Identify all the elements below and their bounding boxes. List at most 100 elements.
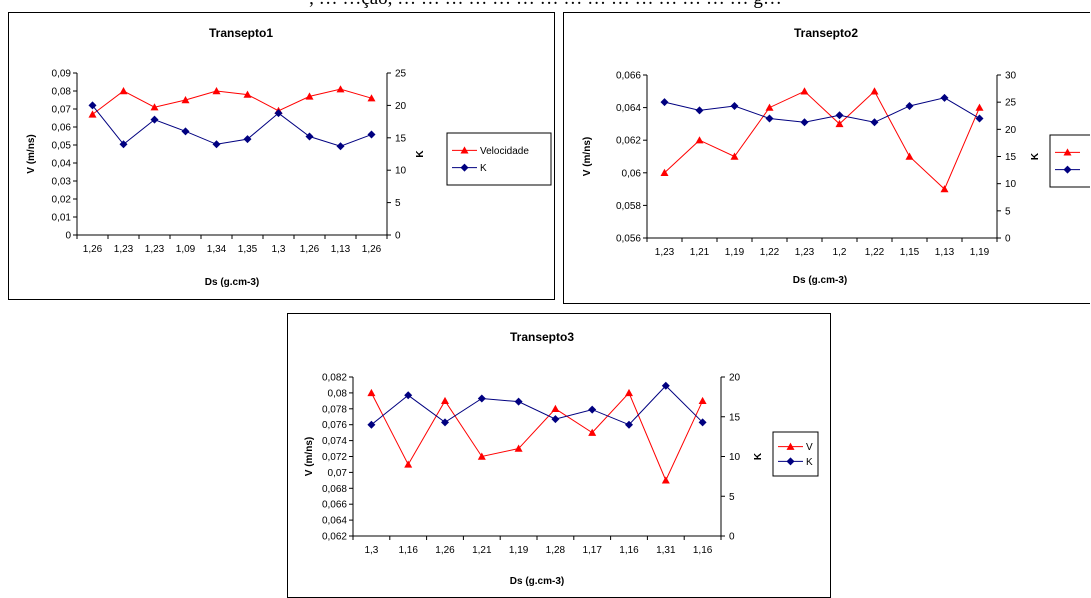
data-point-triangle: [698, 396, 707, 405]
data-point-diamond: [730, 101, 739, 110]
data-point-diamond: [695, 106, 704, 115]
x-axis-label: Ds (g.cm-3): [793, 275, 847, 286]
y-tick-label-right: 5: [395, 198, 401, 209]
series-Velocidade: [88, 85, 376, 118]
x-tick-label: 1,17: [582, 545, 602, 556]
y-tick-label-right: 20: [1005, 125, 1017, 136]
series-diamond: [660, 93, 984, 127]
x-tick-label: 1,3: [272, 244, 286, 255]
data-point-triangle: [212, 87, 221, 95]
data-point-diamond: [441, 418, 449, 427]
x-tick-label: 1,13: [935, 247, 955, 258]
y-tick-label-left: 0,08: [328, 388, 348, 399]
data-point-diamond: [367, 130, 376, 139]
x-tick-label: 1,26: [83, 244, 103, 255]
legend-label: K: [480, 163, 487, 174]
legend: VK: [772, 431, 819, 477]
legend-label: Velocidade: [480, 146, 529, 157]
data-point-triangle: [367, 388, 376, 397]
axes: [76, 73, 388, 236]
y-axis-label-right: K: [1030, 152, 1041, 160]
data-point-diamond: [588, 405, 597, 414]
y-tick-label-right: 30: [1005, 71, 1017, 82]
data-point-diamond: [181, 127, 190, 136]
data-point-diamond: [150, 115, 159, 124]
y-tick-label-left: 0,08: [52, 87, 72, 98]
chart-transepto2: Transepto2 0,056 0,058 0,06 0,062 0,064 0,066 0…: [582, 26, 1090, 286]
y-tick-label-right: 15: [1005, 152, 1017, 163]
data-point-diamond: [367, 420, 376, 429]
x-tick-label: 1,35: [238, 244, 258, 255]
y-tick-label-left: 0,05: [52, 141, 72, 152]
x-tick-label: 1,26: [362, 244, 382, 255]
legend-marker-triangle: [460, 146, 469, 154]
data-point-diamond: [698, 418, 707, 427]
data-point-triangle: [905, 152, 914, 160]
x-axis-label: Ds (g.cm-3): [510, 576, 564, 587]
legend-marker-diamond: [786, 457, 795, 466]
x-tick-label: 1,19: [725, 247, 745, 258]
data-point-diamond: [765, 114, 774, 123]
x-tick-label: 1,16: [693, 545, 713, 556]
y-tick-label-right: 5: [1005, 206, 1011, 217]
data-point-diamond: [625, 420, 633, 429]
chart-panel-transepto2: Transepto2 0,056 0,058 0,06 0,062 0,064 0,066 0…: [563, 12, 1090, 304]
chart-transepto1: Transepto1 0 0,01 0,02 0,03 0,04 0,05 0,06 0,07 0…: [26, 26, 552, 288]
axes: [352, 377, 722, 537]
data-point-diamond: [661, 381, 670, 390]
data-point-diamond: [88, 101, 97, 110]
legend-label: V: [806, 442, 813, 453]
y-tick-label-left: 0,066: [616, 71, 641, 82]
y-tick-label-left: 0,06: [622, 168, 642, 179]
data-point-diamond: [404, 391, 413, 400]
header-text: , … …ção, … … … … … … … … … … … … … … … …: [0, 0, 1091, 10]
data-point-triangle: [88, 110, 97, 118]
chart-title: Transepto2: [794, 26, 858, 40]
x-tick-label: 1,16: [398, 545, 418, 556]
series-V: [367, 388, 707, 484]
data-point-diamond: [905, 101, 914, 110]
y-tick-label-left: 0,078: [322, 404, 347, 415]
y-axis-label-left: V (m/ns): [26, 134, 37, 173]
y-tick-label-left: 0,06: [52, 123, 72, 134]
data-point-diamond: [336, 142, 345, 151]
data-point-triangle: [551, 404, 560, 412]
y-tick-label-left: 0,03: [52, 177, 72, 188]
y-axis-label-left: V (m/ns): [582, 137, 593, 176]
data-point-triangle: [150, 103, 159, 111]
data-point-diamond: [243, 135, 252, 144]
y-tick-label-right: 0: [395, 231, 401, 242]
data-point-diamond: [477, 394, 486, 403]
series-triangle: [660, 87, 984, 193]
x-tick-label: 1,19: [509, 545, 529, 556]
x-tick-label: 1,13: [331, 244, 351, 255]
x-tick-label: 1,19: [970, 247, 990, 258]
data-point-diamond: [305, 132, 314, 141]
y-tick-label-left: 0,09: [52, 69, 72, 80]
data-point-triangle: [870, 87, 879, 95]
legend-label: K: [806, 457, 813, 468]
data-point-triangle: [305, 92, 314, 100]
data-point-triangle: [940, 185, 949, 193]
y-tick-label-right: 10: [1005, 179, 1017, 190]
data-point-triangle: [660, 168, 669, 176]
x-tick-label: 1,22: [760, 247, 780, 258]
data-point-triangle: [730, 152, 739, 160]
y-tick-label-right: 5: [729, 492, 735, 503]
y-tick-label-right: 25: [1005, 98, 1017, 109]
data-point-diamond: [551, 415, 560, 424]
x-tick-label: 1,34: [207, 244, 227, 255]
x-tick-label: 1,31: [656, 545, 676, 556]
y-tick-label-left: 0,056: [616, 234, 641, 245]
x-tick-label: 1,26: [435, 545, 455, 556]
series-line: [92, 105, 372, 147]
x-tick-label: 1,15: [900, 247, 920, 258]
y-tick-label-left: 0,068: [322, 484, 347, 495]
legend-marker-triangle: [1063, 148, 1072, 156]
x-tick-label: 1,28: [546, 545, 566, 556]
y-axis-label-right: K: [753, 452, 764, 460]
y-tick-label-left: 0,074: [322, 436, 347, 447]
data-point-diamond: [940, 93, 949, 102]
legend-box: [772, 431, 819, 477]
series-line: [370, 391, 704, 482]
